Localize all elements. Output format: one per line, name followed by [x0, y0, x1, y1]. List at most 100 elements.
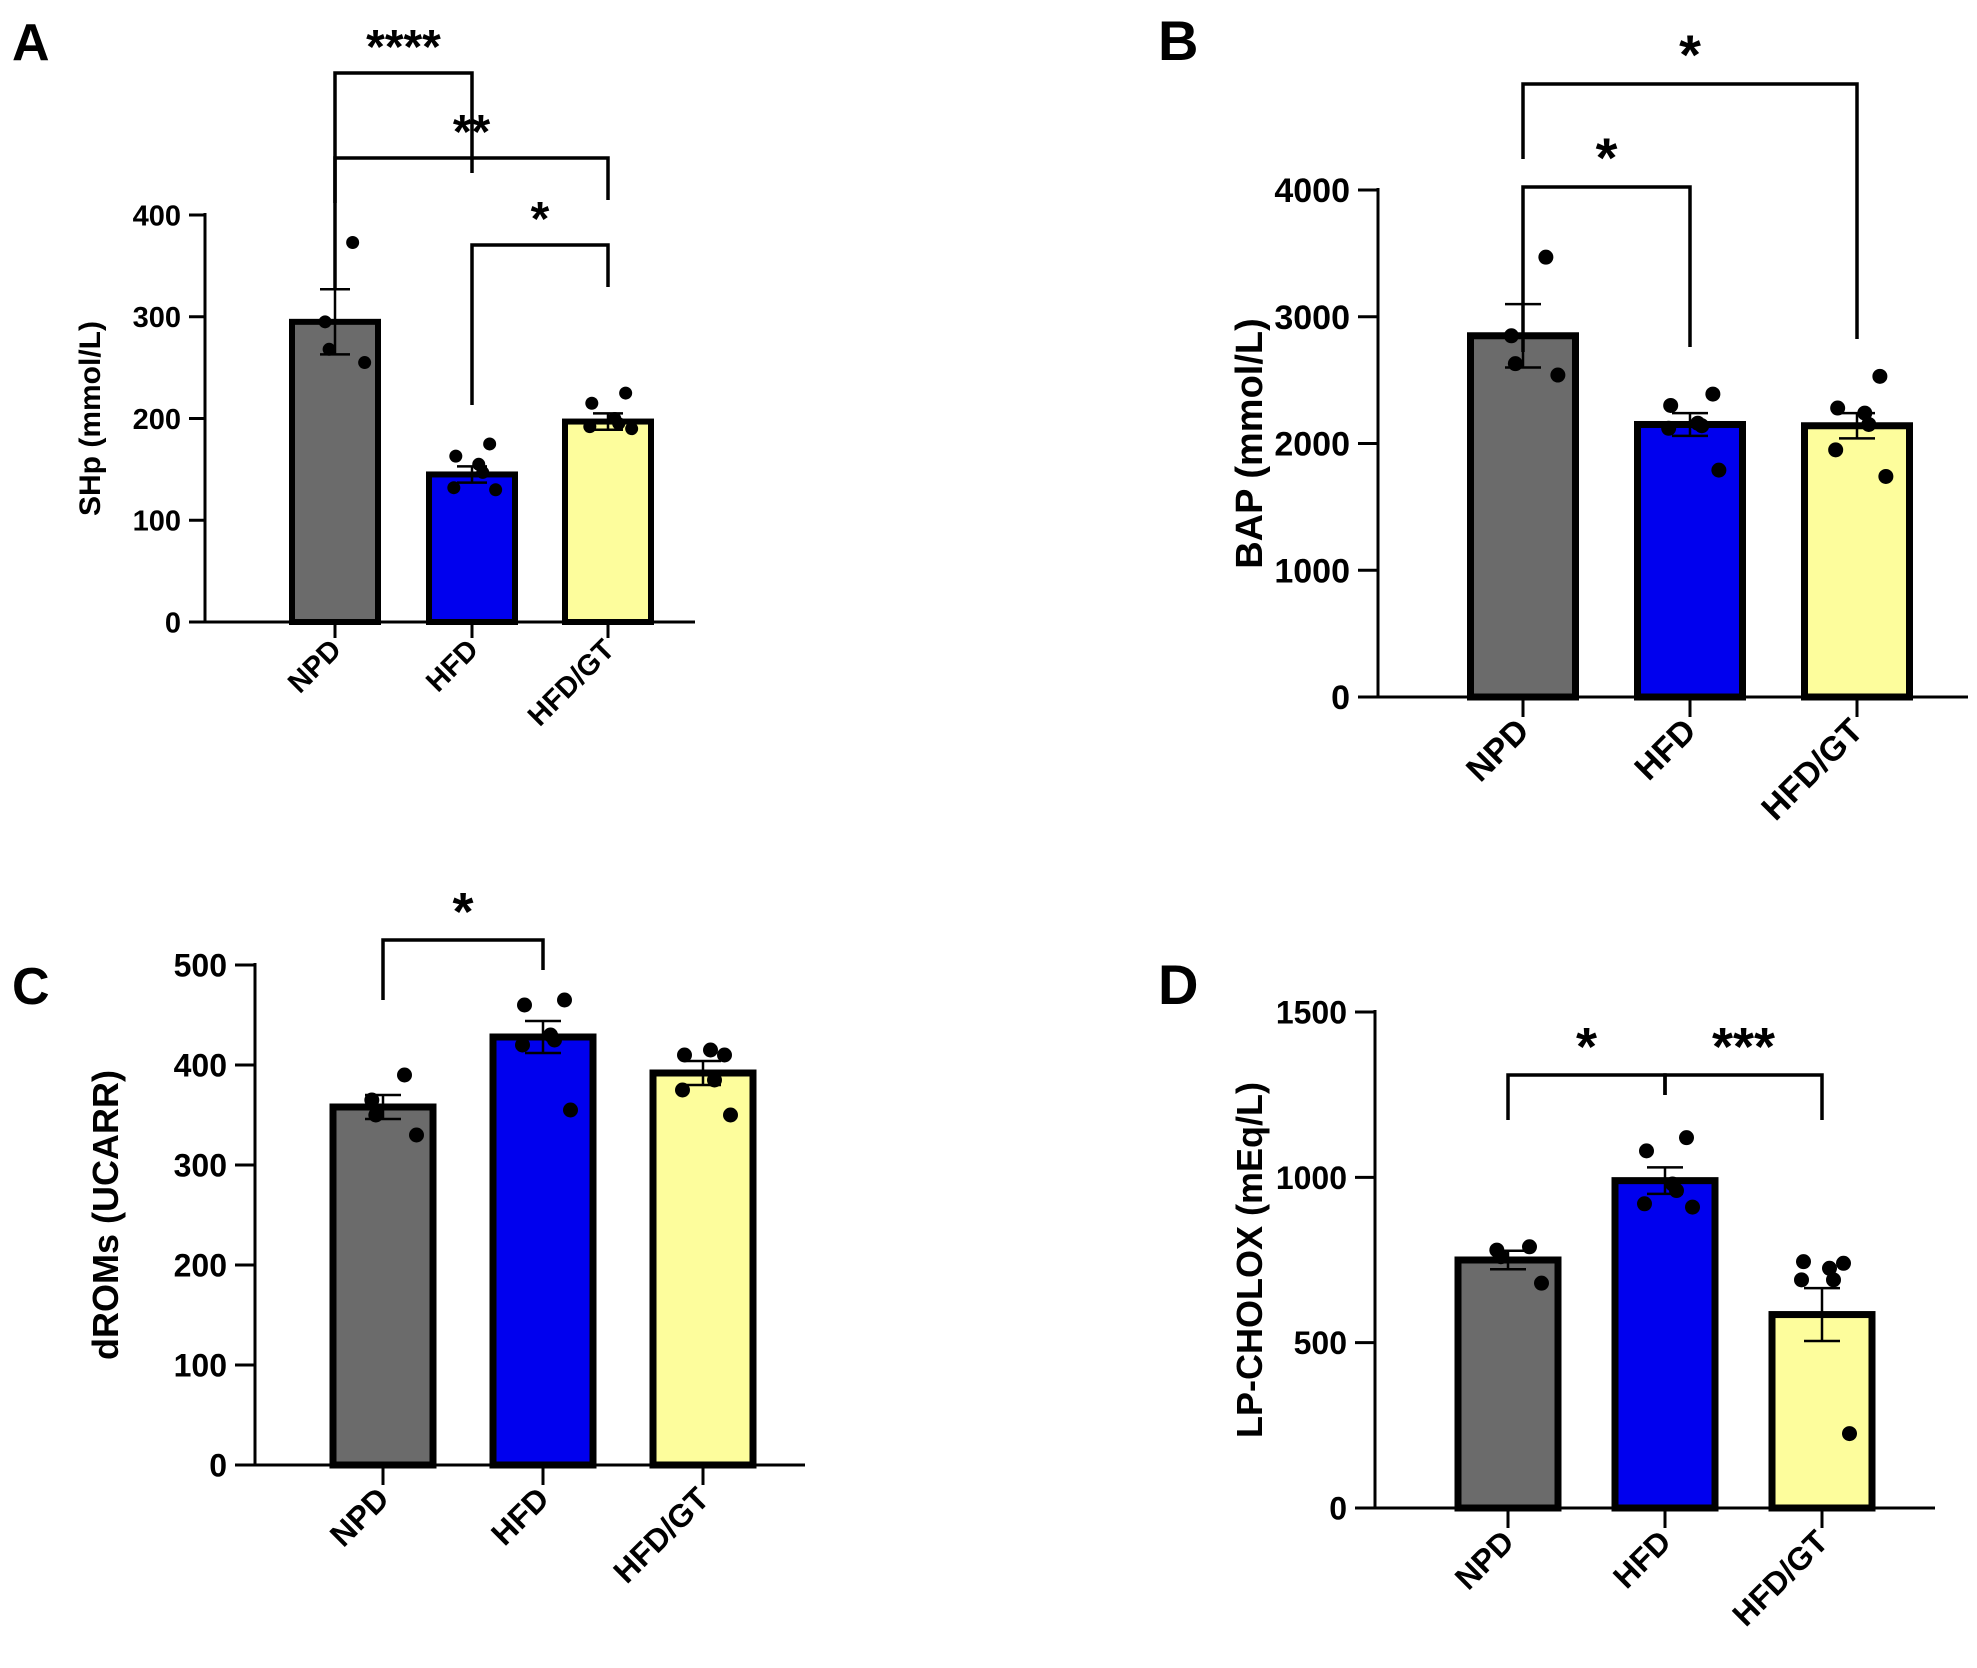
data-point [1822, 1260, 1837, 1276]
significance-label: * [1679, 23, 1701, 86]
data-point [515, 1037, 530, 1053]
data-point [1878, 468, 1894, 484]
y-axis-label: BAP (mmol/L) [1229, 318, 1271, 569]
data-point [1828, 442, 1844, 458]
data-point [368, 1107, 384, 1123]
y-tick-label: 0 [1331, 679, 1350, 717]
significance-label: **** [366, 21, 441, 74]
data-point [346, 235, 360, 249]
data-point [1503, 328, 1519, 344]
significance-bracket [470, 243, 610, 405]
data-point [1639, 1143, 1654, 1159]
significance-label: * [1576, 1017, 1597, 1077]
y-axis-label: dROMs (UCARR) [85, 1070, 126, 1360]
data-point [1694, 418, 1710, 434]
y-tick-label: 2000 [1274, 426, 1350, 464]
data-point [1872, 368, 1888, 384]
bar-hfd [1634, 420, 1746, 701]
data-point [476, 465, 490, 479]
y-axis-label: LP-CHOLOX (mEq/L) [1229, 1082, 1270, 1438]
y-tick-label: 200 [174, 1248, 227, 1284]
data-point [449, 449, 463, 463]
data-point [1493, 1249, 1509, 1265]
data-point [358, 356, 372, 370]
y-tick-label: 500 [1294, 1325, 1347, 1361]
data-point [1861, 416, 1877, 432]
panel-letter: D [1158, 953, 1198, 1016]
panel-letter: B [1158, 9, 1198, 72]
x-tick-label: HFD [420, 634, 485, 699]
data-point [489, 483, 503, 497]
significance-label: ** [453, 106, 491, 159]
data-point [675, 1082, 690, 1098]
y-axis-label: SHp (mmol/L) [74, 321, 107, 516]
x-tick-label: NPD [323, 1480, 396, 1553]
data-point [483, 437, 497, 451]
data-point [318, 315, 332, 329]
panel-d: D 0 500 1000 1500 NPD HFD HFD/GT LP-CHOLOX (mEq/… [1158, 953, 1935, 1633]
y-tick-label: 500 [174, 948, 227, 984]
y-tick-label: 1000 [1274, 552, 1350, 590]
y-tick-label: 100 [133, 506, 181, 538]
data-point [1538, 249, 1554, 265]
data-point [1836, 1255, 1851, 1271]
data-point [1550, 367, 1566, 383]
data-point [364, 1092, 380, 1108]
y-tick-label: 1000 [1276, 1160, 1347, 1196]
data-point [1507, 356, 1523, 372]
data-point [409, 1127, 424, 1143]
x-tick-label: NPD [1448, 1523, 1521, 1596]
y-tick-label: 200 [133, 404, 181, 436]
panel-c: C 0 100 200 300 400 500 NPD HFD HFD/GT dROMs (UCAR… [12, 882, 805, 1590]
data-point [517, 997, 532, 1013]
bar-hfd [426, 471, 518, 625]
data-point [703, 1042, 718, 1058]
y-tick-label: 4000 [1274, 172, 1350, 210]
data-point [1705, 386, 1721, 402]
data-point [1711, 462, 1727, 478]
x-tick-label: HFD/GT [1754, 711, 1871, 828]
data-point [1830, 400, 1846, 416]
x-tick-label: NPD [282, 634, 348, 700]
significance-label: *** [1712, 1017, 1775, 1077]
data-point [1637, 1196, 1652, 1212]
y-tick-label: 0 [165, 607, 181, 639]
data-point [563, 1102, 578, 1118]
data-point [1857, 405, 1873, 421]
data-point [1679, 1130, 1694, 1146]
data-point [1842, 1426, 1857, 1442]
bar-npd [329, 1103, 437, 1469]
y-tick-label: 100 [174, 1348, 227, 1384]
y-tick-label: 300 [133, 302, 181, 334]
panel-b: B 0 1000 2000 3000 4000 NPD HFD HFD/GT BAP (mmol/… [1158, 9, 1968, 828]
bar-hfd [489, 1033, 597, 1469]
y-tick-label: 3000 [1274, 299, 1350, 337]
data-point [547, 1032, 562, 1048]
significance-label: * [452, 882, 473, 942]
data-point [723, 1107, 738, 1123]
panel-letter: C [12, 958, 50, 1016]
x-tick-label: NPD [1459, 712, 1537, 790]
data-point [717, 1047, 732, 1063]
data-point [322, 342, 336, 356]
significance-bracket [381, 938, 545, 1000]
data-point [1796, 1254, 1811, 1270]
significance-bracket [333, 156, 610, 288]
data-point [1534, 1275, 1549, 1291]
x-tick-label: HFD [484, 1480, 556, 1552]
data-point [585, 396, 599, 410]
data-point [677, 1047, 692, 1063]
bar-hfd-gt [649, 1069, 757, 1469]
significance-bracket [1521, 185, 1692, 352]
data-point [1663, 397, 1679, 413]
bar-npd [1467, 332, 1579, 701]
y-tick-label: 0 [209, 1448, 227, 1484]
x-tick-label: HFD [1627, 712, 1703, 788]
y-tick-label: 300 [174, 1148, 227, 1184]
x-tick-label: HFD/GT [522, 633, 621, 732]
x-tick-label: HFD/GT [606, 1480, 716, 1590]
y-tick-label: 0 [1329, 1491, 1347, 1527]
data-point [625, 422, 639, 436]
